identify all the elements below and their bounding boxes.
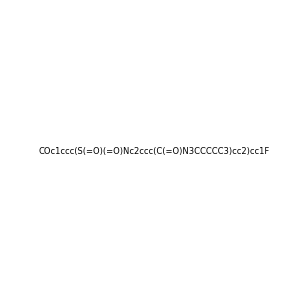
Text: COc1ccc(S(=O)(=O)Nc2ccc(C(=O)N3CCCCC3)cc2)cc1F: COc1ccc(S(=O)(=O)Nc2ccc(C(=O)N3CCCCC3)cc… — [38, 147, 269, 156]
